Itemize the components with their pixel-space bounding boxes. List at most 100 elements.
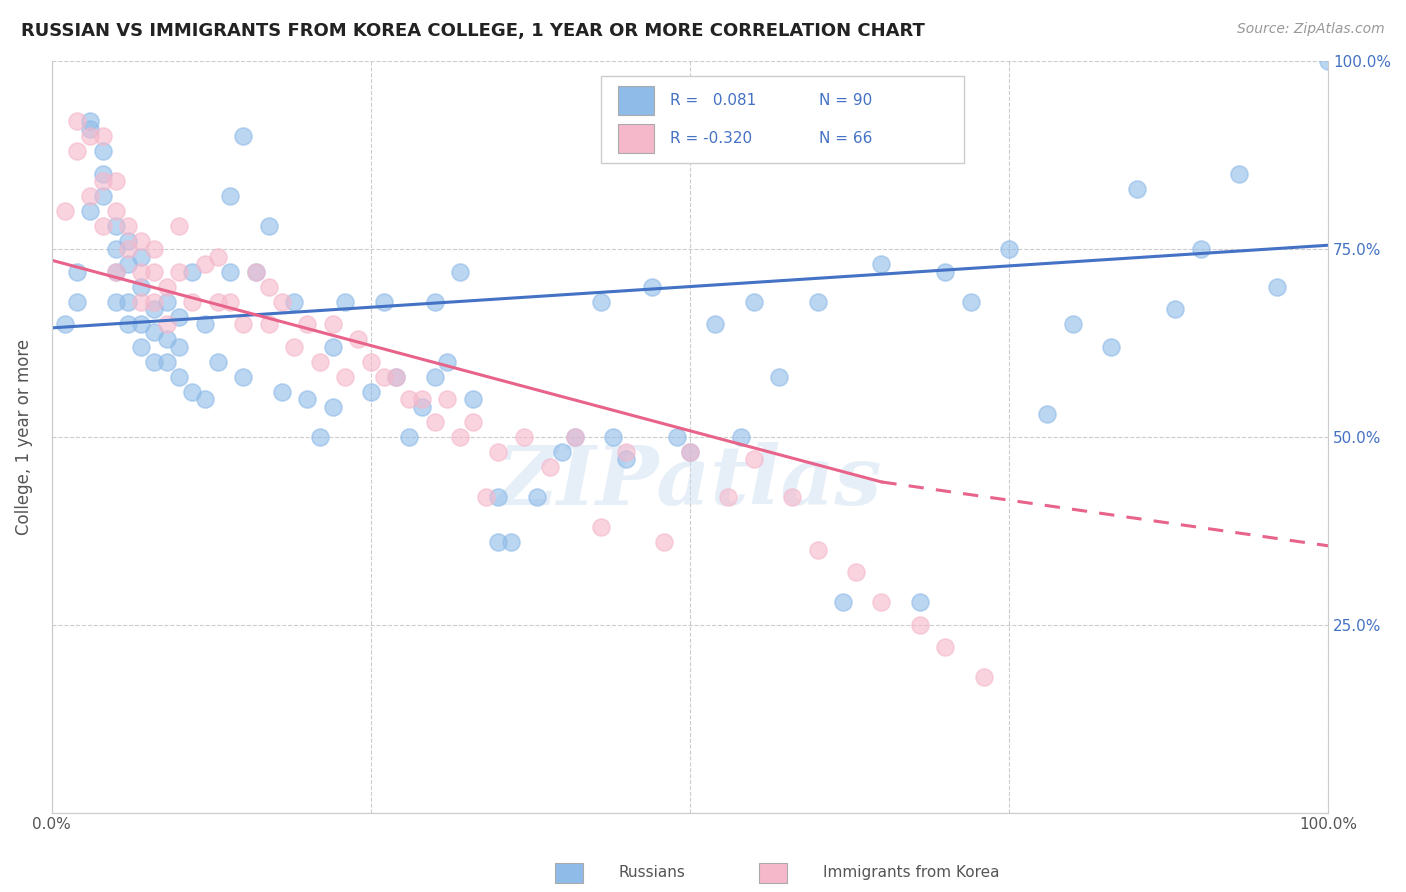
Point [308,430,330,444]
Point [308,354,330,368]
Point [169,369,191,384]
Point [666,430,689,444]
Point [614,445,637,459]
Point [742,294,765,309]
Point [398,392,420,407]
Text: R = -0.320: R = -0.320 [669,131,752,146]
Point [156,332,179,346]
Point [704,317,727,331]
Point [129,340,152,354]
Point [449,264,471,278]
Point [973,670,995,684]
Point [79,189,101,203]
Point [142,354,165,368]
Point [436,354,458,368]
Point [283,294,305,309]
Point [1317,54,1340,69]
Point [156,294,179,309]
Point [322,400,344,414]
Point [53,317,76,331]
Point [295,317,318,331]
Point [207,294,229,309]
Point [360,384,382,399]
Point [908,617,931,632]
Point [66,114,89,128]
Point [232,369,254,384]
Point [194,317,217,331]
Point [79,204,101,219]
Point [91,167,114,181]
Point [91,129,114,144]
Point [806,294,828,309]
Point [142,294,165,309]
Point [257,317,280,331]
Point [449,430,471,444]
Point [742,452,765,467]
Point [66,145,89,159]
Point [219,294,242,309]
Point [436,392,458,407]
Point [870,257,893,271]
Point [679,445,702,459]
Text: ZIPatlas: ZIPatlas [498,442,883,522]
Point [640,279,662,293]
Point [870,595,893,609]
Point [194,392,217,407]
Point [488,445,510,459]
Point [181,294,204,309]
Point [411,392,433,407]
Point [488,490,510,504]
FancyBboxPatch shape [619,87,654,115]
Point [129,279,152,293]
Point [398,430,420,444]
Point [1036,407,1059,421]
Point [1099,340,1122,354]
Point [1164,302,1187,317]
Point [194,257,217,271]
Point [322,340,344,354]
Point [423,369,446,384]
Point [129,235,152,249]
Point [730,430,752,444]
Point [385,369,408,384]
Point [79,114,101,128]
Point [806,542,828,557]
Point [360,354,382,368]
Point [104,174,127,188]
Point [768,369,790,384]
Point [322,317,344,331]
Point [564,430,586,444]
Point [654,535,676,549]
Point [156,354,179,368]
Point [207,354,229,368]
Point [207,250,229,264]
Point [257,279,280,293]
Point [104,204,127,219]
Point [335,294,357,309]
Point [513,430,536,444]
Point [156,317,179,331]
Point [373,294,395,309]
Point [117,242,139,256]
Point [908,595,931,609]
Point [142,302,165,317]
Point [53,204,76,219]
FancyBboxPatch shape [600,76,965,162]
Point [959,294,981,309]
Point [181,264,204,278]
Point [474,490,496,504]
Point [461,415,484,429]
Point [589,294,612,309]
Point [91,189,114,203]
Point [602,430,624,444]
Point [219,264,242,278]
Point [117,235,139,249]
Point [934,264,956,278]
Point [551,445,574,459]
Point [79,121,101,136]
Point [169,264,191,278]
Point [614,452,637,467]
Point [129,250,152,264]
Point [117,317,139,331]
Point [66,294,89,309]
